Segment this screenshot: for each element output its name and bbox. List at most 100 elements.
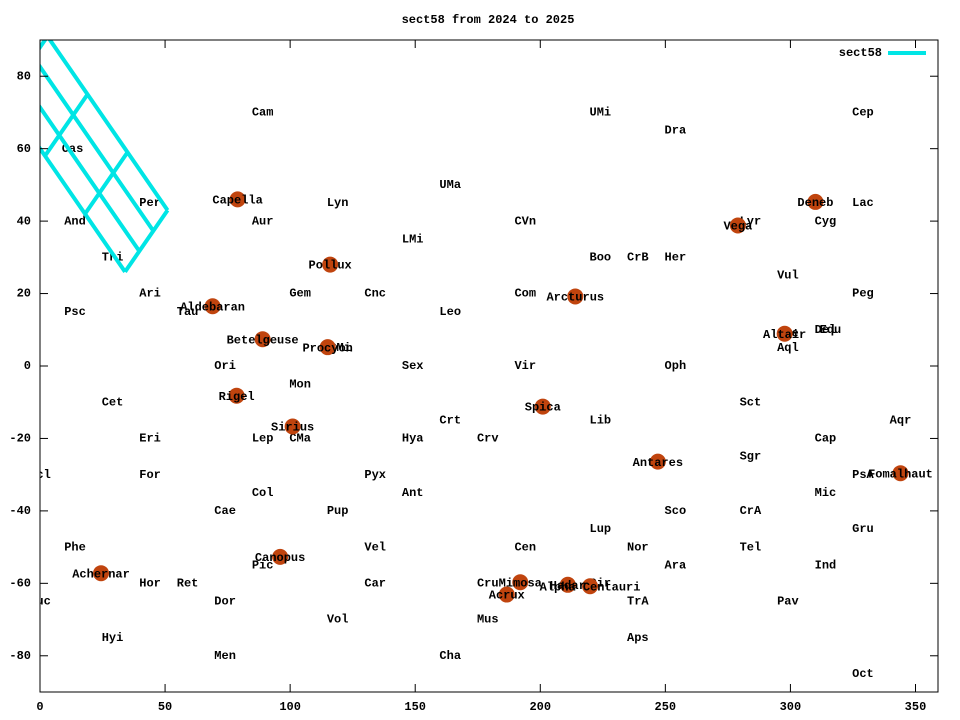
constellation-label: Phe (64, 540, 86, 554)
constellation-label: Boo (590, 251, 612, 265)
star-label: Hadar (550, 579, 586, 593)
star-label: Deneb (797, 196, 833, 210)
constellation-label: Eri (139, 432, 161, 446)
constellation-label: Tel (740, 540, 762, 554)
constellation-label: Mus (477, 613, 499, 627)
constellation-label: Cep (852, 106, 874, 120)
constellation-label: CrA (740, 504, 762, 518)
star-point (567, 288, 584, 305)
constellation-label: Leo (439, 305, 461, 319)
star-label: Spica (525, 401, 561, 415)
star-point (254, 331, 271, 348)
constellation-label: Sex (402, 359, 424, 373)
constellation-label: CVn (514, 214, 536, 228)
star-point (319, 339, 336, 356)
constellation-label: Cha (439, 649, 461, 663)
star-label: Vega (723, 220, 752, 234)
y-tick-label: 60 (17, 142, 31, 156)
y-tick-label: -80 (9, 649, 31, 663)
constellation-label: Col (252, 486, 274, 500)
star-point (892, 465, 909, 482)
constellation-label: Aur (252, 214, 274, 228)
constellation-label: Vol (327, 613, 349, 627)
star-label: Arcturus (546, 291, 604, 305)
x-tick-label: 350 (905, 700, 927, 714)
constellation-label: Cru (477, 577, 499, 591)
constellation-label: CrB (627, 251, 649, 265)
constellation-label: Gem (289, 287, 311, 301)
y-tick-label: -40 (9, 504, 31, 518)
y-tick-label: 20 (17, 287, 31, 301)
constellation-label: Cyg (815, 214, 837, 228)
x-tick-label: 300 (780, 700, 802, 714)
constellation-label: UMi (590, 106, 612, 120)
x-tick-label: 250 (655, 700, 677, 714)
star-point (559, 576, 576, 593)
constellation-label: Ara (665, 558, 687, 572)
star-label: Capella (212, 194, 262, 208)
star-label: Mimosa (499, 576, 542, 590)
constellation-label: CMa (289, 432, 311, 446)
star-point (229, 191, 246, 208)
constellation-label: Oct (852, 667, 874, 681)
constellation-label: Aqr (890, 414, 912, 428)
constellation-label: Dra (665, 124, 687, 138)
constellation-label: Equ (820, 323, 842, 337)
constellation-label: Crv (477, 432, 499, 446)
star-label: Rigel (219, 390, 255, 404)
constellation-label: Cet (102, 395, 124, 409)
constellation-label: Aps (627, 631, 649, 645)
constellation-label: Cam (252, 106, 274, 120)
constellation-label: Cae (214, 504, 236, 518)
star-point (498, 586, 515, 603)
y-tick-label: -60 (9, 577, 31, 591)
constellation-label: Cen (514, 540, 536, 554)
constellation-label: Vel (364, 540, 386, 554)
constellation-label: Hyi (102, 631, 124, 645)
constellation-label: Oph (665, 359, 687, 373)
constellation-label: Lup (590, 522, 612, 536)
series-line (40, 40, 170, 273)
star-point (776, 325, 793, 342)
star-point (729, 217, 746, 234)
star-label: Fomalhaut (868, 467, 933, 481)
chart-title: sect58 from 2024 to 2025 (402, 13, 575, 27)
constellation-label: Sgr (740, 450, 762, 464)
constellation-label: Vul (777, 269, 799, 283)
star-label: Altair (763, 328, 806, 342)
star-point (582, 578, 599, 595)
star-point (204, 298, 221, 315)
legend-label: sect58 (839, 46, 882, 60)
constellation-label: Per (139, 196, 161, 210)
x-tick-label: 50 (158, 700, 172, 714)
star-point (512, 574, 529, 591)
constellation-label: Dor (214, 595, 236, 609)
star-point (807, 193, 824, 210)
star-label: Procyon (302, 341, 352, 355)
star-label: Achernar (72, 567, 130, 581)
constellation-label: Vir (514, 359, 536, 373)
constellation-label: Pic (252, 558, 274, 572)
constellation-label: Pup (327, 504, 349, 518)
constellation-label: Aql (777, 341, 799, 355)
y-tick-label: 0 (24, 359, 31, 373)
constellation-label: Sct (740, 395, 762, 409)
star-label: Antares (633, 456, 683, 470)
constellation-label: Scl (29, 468, 51, 482)
constellation-label: Tau (177, 305, 199, 319)
star-label: Canopus (255, 551, 305, 565)
star-point (322, 256, 339, 273)
constellation-label: Del (815, 323, 837, 337)
star-label: Pollux (309, 259, 352, 273)
constellation-label: Hya (402, 432, 424, 446)
constellation-label: Ret (177, 577, 199, 591)
star-label: Betelgeuse (227, 333, 299, 347)
constellation-label: Lib (590, 414, 612, 428)
constellation-label: Sco (665, 504, 687, 518)
constellation-label: Nor (627, 540, 649, 554)
constellation-label: Pyx (364, 468, 386, 482)
constellation-label: TrA (627, 595, 649, 609)
